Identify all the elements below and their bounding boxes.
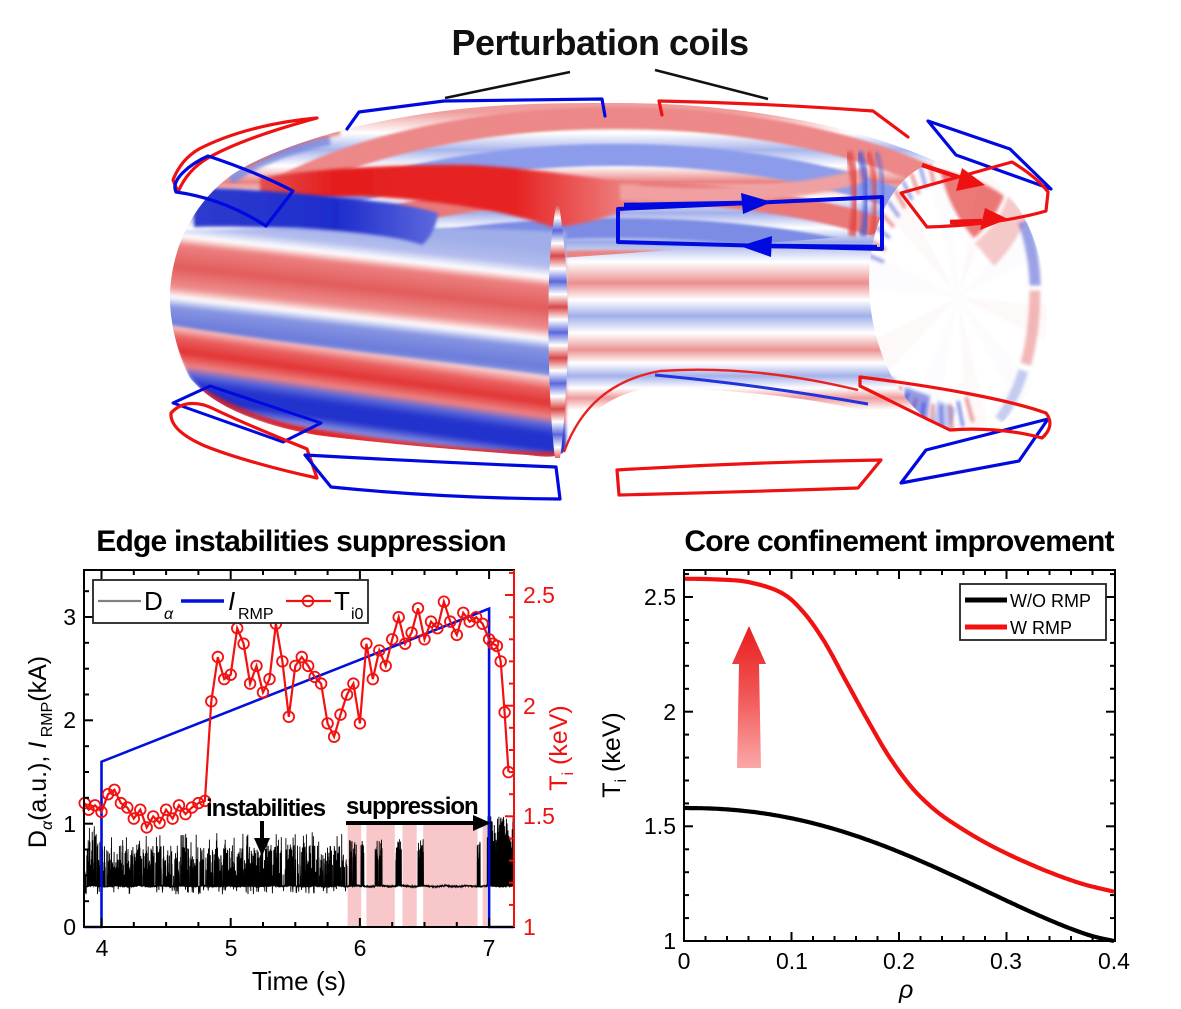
svg-text:Time (s): Time (s) <box>252 966 346 996</box>
svg-text:W RMP: W RMP <box>1010 618 1072 638</box>
svg-text:Dα(a.u.), I RMP(kA): Dα(a.u.), I RMP(kA) <box>24 656 56 848</box>
svg-text:D: D <box>144 586 163 616</box>
svg-text:Perturbation coils: Perturbation coils <box>451 22 748 63</box>
svg-text:Edge instabilities suppression: Edge instabilities suppression <box>96 525 505 558</box>
svg-text:4: 4 <box>96 935 109 961</box>
svg-text:suppression: suppression <box>346 793 478 820</box>
svg-text:0: 0 <box>678 948 691 974</box>
svg-text:1: 1 <box>63 811 76 837</box>
svg-text:Ti (keV): Ti (keV) <box>545 705 577 791</box>
svg-text:2.5: 2.5 <box>523 582 555 608</box>
svg-text:6: 6 <box>354 935 367 961</box>
svg-text:0: 0 <box>63 914 76 940</box>
svg-text:T: T <box>334 586 350 616</box>
svg-text:W/O RMP: W/O RMP <box>1010 591 1091 611</box>
svg-text:instabilities: instabilities <box>206 795 326 822</box>
svg-text:0.4: 0.4 <box>1098 948 1130 974</box>
svg-text:1.5: 1.5 <box>644 813 676 839</box>
svg-text:2: 2 <box>63 707 76 733</box>
svg-text:α: α <box>164 606 174 623</box>
svg-text:0.1: 0.1 <box>776 948 808 974</box>
svg-text:1: 1 <box>663 928 676 954</box>
svg-text:0.2: 0.2 <box>883 948 915 974</box>
svg-text:1: 1 <box>523 914 536 940</box>
svg-text:I: I <box>228 586 235 616</box>
svg-text:0.3: 0.3 <box>990 948 1022 974</box>
svg-text:3: 3 <box>63 604 76 630</box>
svg-text:ρ: ρ <box>898 976 913 1004</box>
svg-text:RMP: RMP <box>238 606 274 623</box>
svg-text:i0: i0 <box>351 606 364 623</box>
svg-text:5: 5 <box>225 935 238 961</box>
svg-text:1.5: 1.5 <box>523 803 555 829</box>
svg-text:2: 2 <box>663 699 676 725</box>
svg-text:2: 2 <box>523 693 536 719</box>
svg-text:Ti (keV): Ti (keV) <box>598 712 630 798</box>
svg-text:Core confinement improvement: Core confinement improvement <box>684 525 1114 558</box>
svg-text:7: 7 <box>483 935 496 961</box>
svg-text:2.5: 2.5 <box>644 584 676 610</box>
